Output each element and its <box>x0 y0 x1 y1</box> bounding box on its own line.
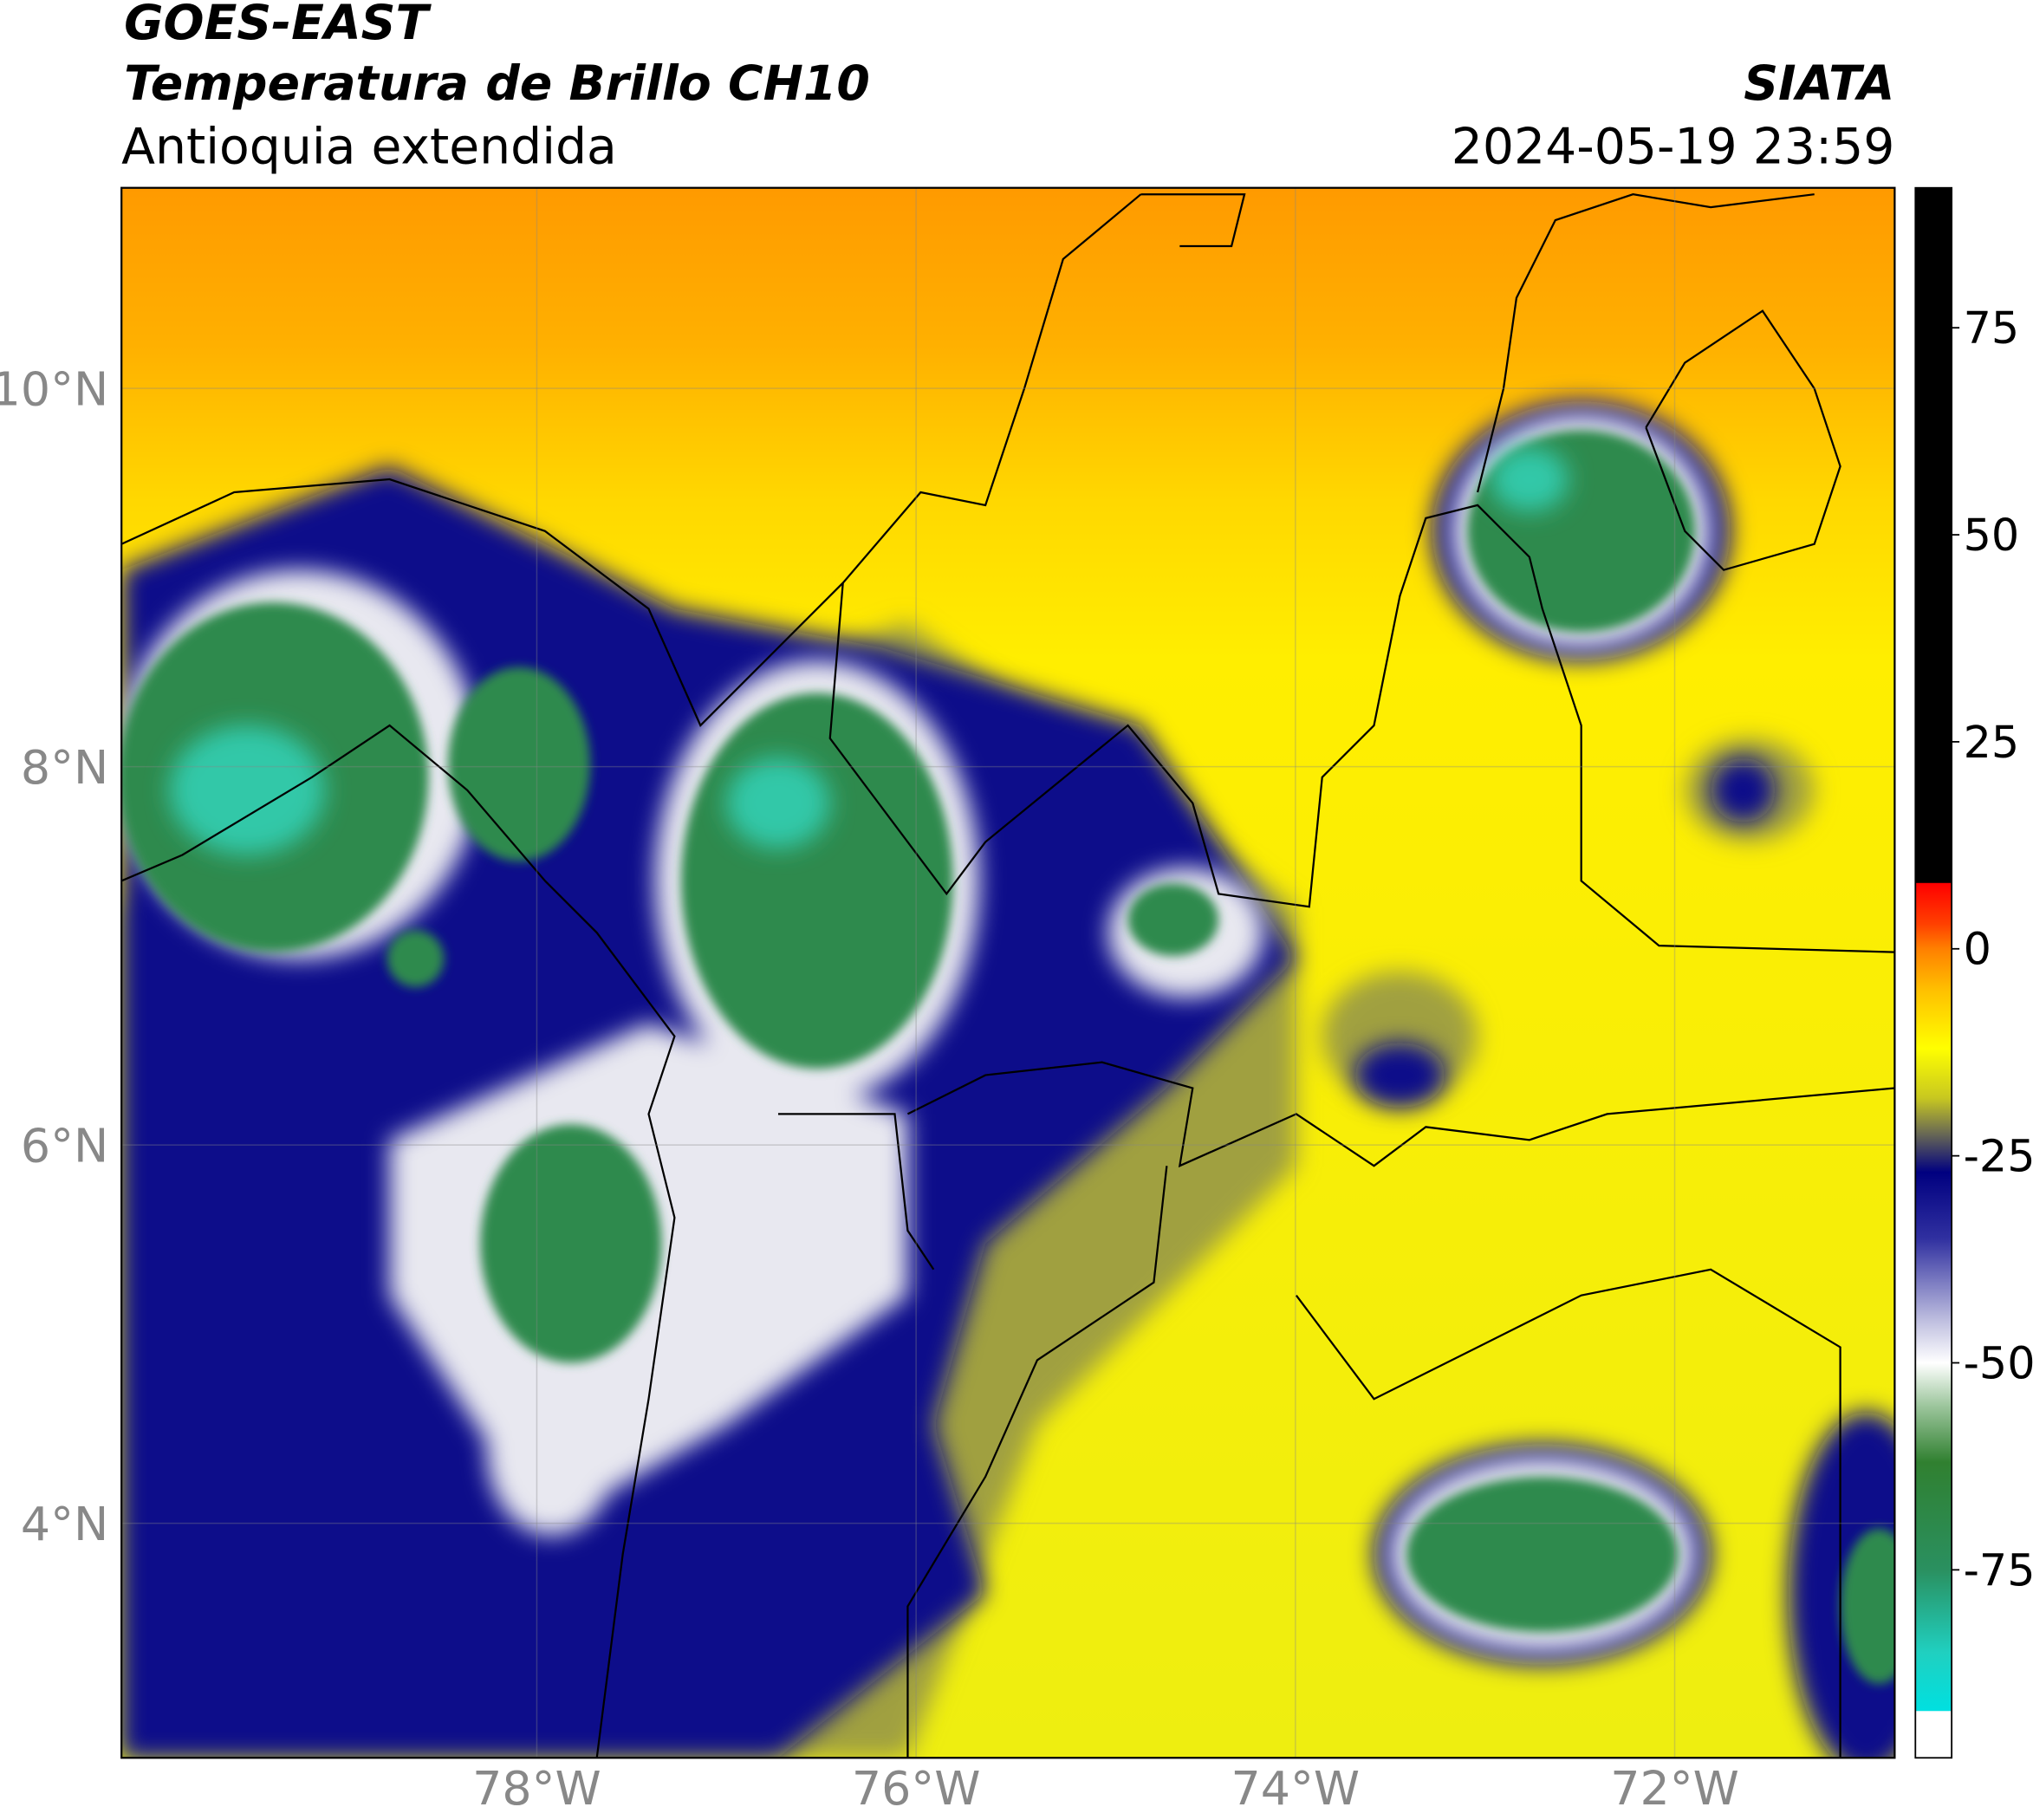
datetime: 2024-05-19 23:59 <box>1452 118 1895 175</box>
cloud-cyan <box>169 446 1569 855</box>
colorbar-tick-label: 25 <box>1964 717 2020 768</box>
borders <box>121 193 1895 1758</box>
subtitle: Temperatura de Brillo CH10 <box>124 56 870 112</box>
colorbar-tick-label: 75 <box>1964 302 2020 354</box>
x-tick-label: 74°W <box>1231 1761 1361 1816</box>
colorbar-tick-label: 0 <box>1964 924 1991 975</box>
y-tick-label: 4°N <box>21 1497 108 1551</box>
grid <box>121 187 1895 1758</box>
y-tick-label: 6°N <box>21 1119 108 1173</box>
x-tick-label: 76°W <box>852 1761 981 1816</box>
colorbar <box>1914 186 1953 1759</box>
y-tick-label: 10°N <box>0 362 108 417</box>
source: SIATA <box>1744 56 1894 112</box>
x-tick-label: 72°W <box>1610 1761 1739 1816</box>
map <box>121 187 1895 1758</box>
y-tick-label: 8°N <box>21 740 108 795</box>
x-tick-label: 78°W <box>472 1761 601 1816</box>
colorbar-tick-label: -75 <box>1964 1544 2033 1596</box>
title: GOES-EAST <box>124 0 432 51</box>
colorbar-tick-label: -25 <box>1964 1131 2033 1182</box>
cloud-green <box>121 430 1895 1685</box>
colorbar-tick-label: -50 <box>1964 1337 2033 1388</box>
colorbar-tick-label: 50 <box>1964 510 2020 561</box>
map-frame <box>120 186 1896 1759</box>
region: Antioquia extendida <box>121 118 617 175</box>
